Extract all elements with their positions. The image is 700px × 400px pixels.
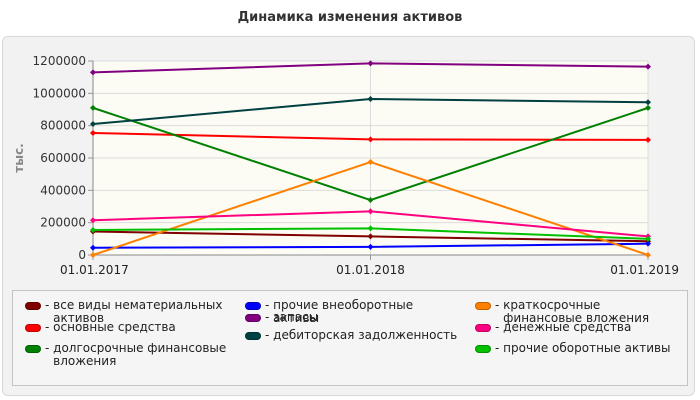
- legend-swatch: [245, 314, 261, 322]
- legend-dash: -: [45, 298, 54, 312]
- legend-item: - денежные средства: [475, 321, 680, 334]
- series-marker-7: [90, 252, 96, 258]
- y-tick-label: 800000: [40, 119, 86, 133]
- legend-item: - прочие внеоборотные активы: [245, 299, 460, 325]
- series-marker-9: [645, 235, 651, 242]
- legend-swatch: [475, 324, 491, 332]
- series-marker-9: [367, 225, 374, 232]
- x-tick-label: 01.01.2018: [336, 263, 405, 277]
- series-marker-3: [90, 104, 96, 111]
- series-marker-8: [367, 208, 374, 215]
- legend-dash: -: [45, 341, 54, 355]
- legend-dash: -: [495, 298, 504, 312]
- legend-swatch: [245, 332, 261, 340]
- legend-swatch: [25, 302, 41, 310]
- legend-label: основные средства: [53, 320, 176, 334]
- series-marker-5: [367, 60, 374, 67]
- legend-swatch: [25, 345, 41, 353]
- series-marker-2: [645, 136, 651, 143]
- legend-swatch: [245, 302, 261, 310]
- y-tick-label: 1200000: [33, 54, 86, 68]
- legend-swatch: [475, 302, 491, 310]
- series-marker-6: [645, 99, 651, 106]
- legend-label: прочие внеоборотные активы: [273, 298, 414, 325]
- legend-item: - прочие оборотные активы: [475, 342, 680, 355]
- y-tick-label: 600000: [40, 151, 86, 165]
- series-marker-7: [645, 252, 651, 258]
- series-marker-7: [367, 159, 374, 166]
- legend-label: прочие оборотные активы: [503, 341, 671, 355]
- legend-swatch: [475, 345, 491, 353]
- series-marker-1: [367, 233, 374, 240]
- series-marker-4: [367, 243, 374, 250]
- legend-label: долгосрочные финансовые вложения: [53, 341, 227, 368]
- y-tick-label: 200000: [40, 216, 86, 230]
- series-marker-5: [645, 63, 651, 70]
- y-tick-label: 0: [78, 248, 86, 262]
- legend-item: - запасы: [245, 311, 460, 324]
- legend-dash: -: [265, 310, 274, 324]
- series-marker-2: [367, 136, 374, 143]
- legend-dash: -: [495, 320, 504, 334]
- y-tick-label: 1000000: [33, 86, 86, 100]
- legend-label: все виды нематериальных активов: [53, 298, 223, 325]
- chart-legend: - все виды нематериальных активов - основ…: [12, 290, 688, 386]
- legend-item: - дебиторская задолженность: [245, 329, 460, 342]
- legend-item: - краткосрочные финансовые вложения: [475, 299, 680, 325]
- line-chart: 0 200000 400000 600000 800000 1000000 1200000 0…: [12, 54, 679, 277]
- series-marker-6: [367, 95, 374, 102]
- chart-title: Динамика изменения активов: [237, 10, 463, 25]
- legend-item: - все виды нематериальных активов: [25, 299, 240, 325]
- legend-dash: -: [45, 320, 54, 334]
- x-tick-label: 01.01.2017: [60, 263, 129, 277]
- legend-dash: -: [265, 328, 274, 342]
- legend-item: - основные средства: [25, 321, 240, 334]
- series-marker-8: [90, 217, 96, 224]
- series-marker-3: [645, 104, 651, 111]
- series-marker-6: [90, 121, 96, 128]
- series-marker-2: [90, 129, 96, 136]
- legend-dash: -: [495, 341, 504, 355]
- x-tick-label: 01.01.2019: [610, 263, 679, 277]
- legend-dash: -: [265, 298, 274, 312]
- series-marker-4: [645, 240, 651, 247]
- legend-label: запасы: [273, 310, 319, 324]
- series-marker-3: [367, 197, 374, 204]
- legend-item: - долгосрочные финансовые вложения: [25, 342, 240, 368]
- y-axis-label: тыс.: [12, 143, 26, 172]
- series-marker-4: [90, 244, 96, 251]
- legend-label: дебиторская задолженность: [273, 328, 458, 342]
- legend-label: краткосрочные финансовые вложения: [503, 298, 650, 325]
- series-marker-9: [90, 226, 96, 233]
- series-marker-5: [90, 69, 96, 76]
- y-tick-label: 400000: [40, 183, 86, 197]
- legend-swatch: [25, 324, 41, 332]
- legend-label: денежные средства: [503, 320, 632, 334]
